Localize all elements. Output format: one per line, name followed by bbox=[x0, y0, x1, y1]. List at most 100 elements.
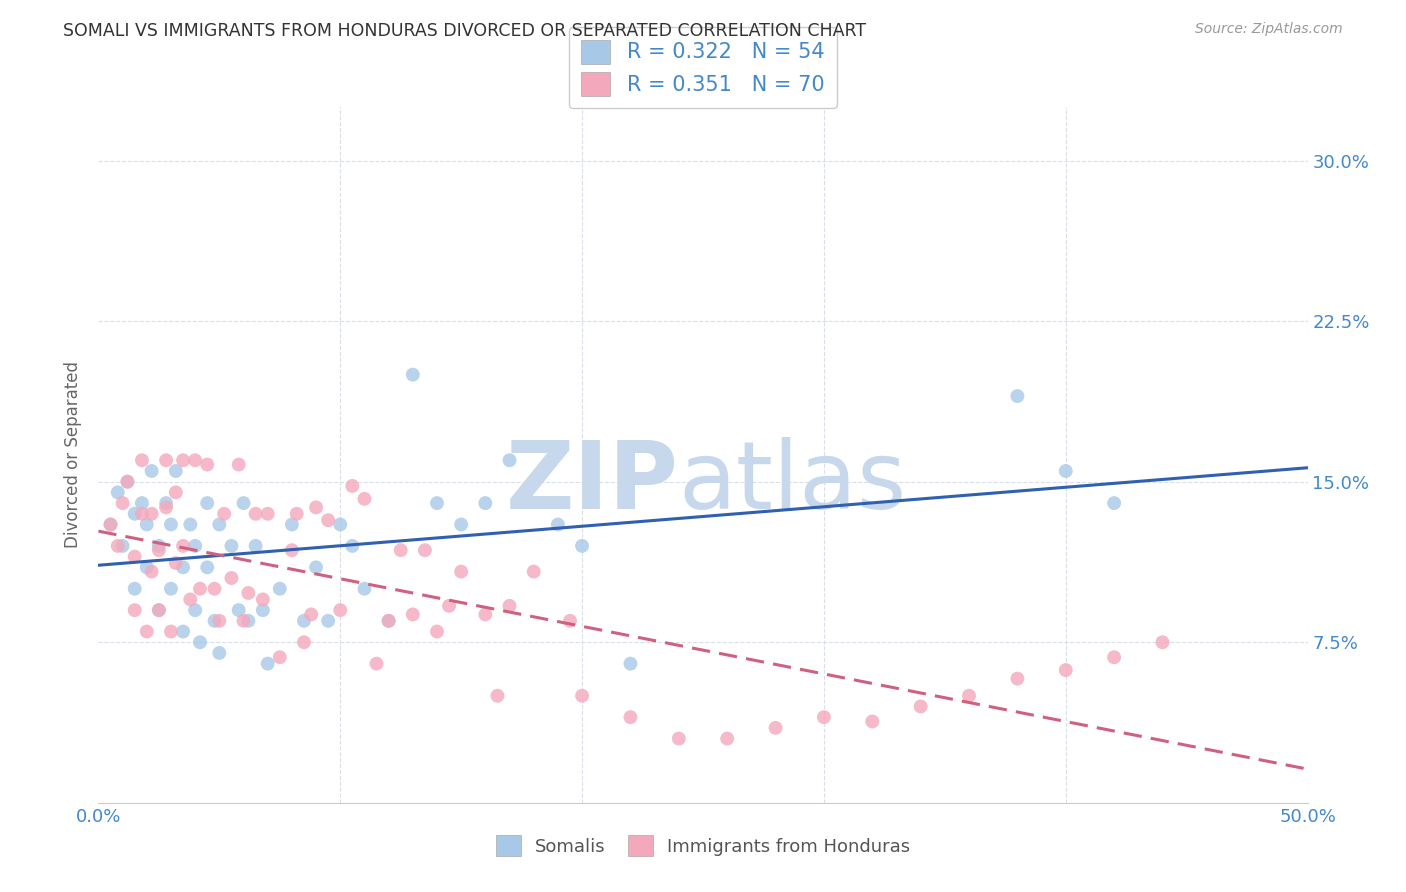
Point bbox=[124, 549, 146, 564]
Point bbox=[342, 539, 364, 553]
Point bbox=[366, 657, 388, 671]
Point bbox=[269, 582, 291, 596]
Point bbox=[172, 560, 194, 574]
Point bbox=[281, 543, 304, 558]
Point bbox=[305, 560, 328, 574]
Point bbox=[131, 496, 153, 510]
Point bbox=[377, 614, 399, 628]
Point bbox=[1102, 650, 1125, 665]
Point bbox=[292, 614, 315, 628]
Point bbox=[498, 453, 520, 467]
Point bbox=[188, 582, 211, 596]
Point bbox=[292, 635, 315, 649]
Point bbox=[208, 517, 231, 532]
Point bbox=[160, 582, 183, 596]
Point bbox=[179, 592, 201, 607]
Point bbox=[204, 614, 226, 628]
Point bbox=[1102, 496, 1125, 510]
Point bbox=[148, 543, 170, 558]
Point bbox=[957, 689, 980, 703]
Point bbox=[155, 500, 177, 515]
Point bbox=[141, 565, 163, 579]
Point bbox=[716, 731, 738, 746]
Y-axis label: Divorced or Separated: Divorced or Separated bbox=[65, 361, 83, 549]
Point bbox=[141, 464, 163, 478]
Point bbox=[107, 539, 129, 553]
Legend: Somalis, Immigrants from Honduras: Somalis, Immigrants from Honduras bbox=[488, 828, 918, 863]
Point bbox=[668, 731, 690, 746]
Point bbox=[402, 607, 425, 622]
Point bbox=[165, 464, 187, 478]
Point bbox=[619, 710, 641, 724]
Point bbox=[619, 657, 641, 671]
Point bbox=[437, 599, 460, 613]
Point bbox=[155, 496, 177, 510]
Point bbox=[100, 517, 122, 532]
Point bbox=[135, 560, 157, 574]
Point bbox=[117, 475, 139, 489]
Point bbox=[155, 453, 177, 467]
Point bbox=[316, 513, 339, 527]
Point bbox=[165, 556, 187, 570]
Point bbox=[450, 565, 472, 579]
Point bbox=[221, 539, 243, 553]
Point bbox=[160, 517, 183, 532]
Point bbox=[329, 517, 352, 532]
Point bbox=[238, 586, 260, 600]
Point bbox=[160, 624, 183, 639]
Point bbox=[195, 496, 218, 510]
Point bbox=[353, 582, 375, 596]
Point bbox=[342, 479, 364, 493]
Point bbox=[172, 539, 194, 553]
Point bbox=[165, 485, 187, 500]
Point bbox=[1007, 389, 1029, 403]
Point bbox=[245, 539, 267, 553]
Point bbox=[1152, 635, 1174, 649]
Text: ZIP: ZIP bbox=[506, 437, 679, 529]
Point bbox=[184, 603, 207, 617]
Text: Source: ZipAtlas.com: Source: ZipAtlas.com bbox=[1195, 22, 1343, 37]
Point bbox=[316, 614, 339, 628]
Point bbox=[252, 592, 274, 607]
Point bbox=[474, 607, 496, 622]
Point bbox=[245, 507, 267, 521]
Point bbox=[135, 624, 157, 639]
Point bbox=[232, 496, 254, 510]
Point bbox=[813, 710, 835, 724]
Point bbox=[172, 624, 194, 639]
Point bbox=[141, 507, 163, 521]
Point bbox=[571, 689, 593, 703]
Point bbox=[474, 496, 496, 510]
Point bbox=[765, 721, 787, 735]
Point bbox=[281, 517, 304, 532]
Point bbox=[353, 491, 375, 506]
Text: SOMALI VS IMMIGRANTS FROM HONDURAS DIVORCED OR SEPARATED CORRELATION CHART: SOMALI VS IMMIGRANTS FROM HONDURAS DIVOR… bbox=[63, 22, 866, 40]
Point bbox=[269, 650, 291, 665]
Point bbox=[131, 507, 153, 521]
Point bbox=[148, 603, 170, 617]
Point bbox=[329, 603, 352, 617]
Point bbox=[117, 475, 139, 489]
Point bbox=[252, 603, 274, 617]
Point bbox=[377, 614, 399, 628]
Point bbox=[402, 368, 425, 382]
Point bbox=[107, 485, 129, 500]
Point bbox=[232, 614, 254, 628]
Point bbox=[124, 582, 146, 596]
Point bbox=[172, 453, 194, 467]
Point bbox=[111, 539, 134, 553]
Point bbox=[100, 517, 122, 532]
Point bbox=[256, 507, 278, 521]
Point bbox=[486, 689, 509, 703]
Point bbox=[1007, 672, 1029, 686]
Text: atlas: atlas bbox=[679, 437, 907, 529]
Point bbox=[195, 458, 218, 472]
Point bbox=[208, 614, 231, 628]
Point bbox=[285, 507, 308, 521]
Point bbox=[1054, 663, 1077, 677]
Point bbox=[299, 607, 322, 622]
Point bbox=[426, 496, 449, 510]
Point bbox=[135, 517, 157, 532]
Point bbox=[124, 603, 146, 617]
Point bbox=[498, 599, 520, 613]
